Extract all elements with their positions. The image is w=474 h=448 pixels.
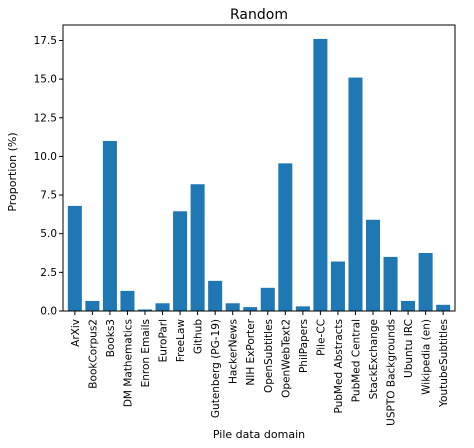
bar-2 — [102, 140, 117, 311]
bar-0 — [67, 205, 82, 311]
bar-18 — [383, 256, 398, 311]
bar-10 — [243, 307, 258, 311]
bar-7 — [190, 184, 205, 311]
bar-11 — [260, 287, 275, 311]
bar-20 — [418, 253, 433, 311]
x-tick-label-18: USPTO Backgrounds — [386, 319, 398, 426]
bar-13 — [295, 306, 310, 311]
y-tick-label-6: 15.0 — [34, 74, 57, 86]
x-tick-label-1: BookCorpus2 — [87, 319, 99, 389]
bar-8 — [208, 280, 223, 311]
bar-3 — [120, 290, 135, 311]
x-tick-label-10: NIH ExPorter — [245, 318, 257, 385]
x-tick-label-16: PubMed Central — [350, 319, 362, 402]
bar-17 — [365, 219, 381, 311]
x-tick-label-14: Pile-CC — [315, 319, 327, 356]
bar-1 — [85, 300, 100, 311]
bar-14 — [313, 38, 328, 311]
y-ticks-group: 0.0 2.5 5.0 7.5 10.0 12.5 15.0 17.5 — [34, 35, 63, 318]
y-tick-label-4: 10.0 — [34, 151, 57, 163]
x-tick-label-12: OpenWebText2 — [280, 319, 292, 398]
x-tick-label-0: ArXiv — [70, 319, 82, 347]
plot-frame — [62, 24, 456, 312]
x-tick-label-11: OpenSubtitles — [263, 319, 275, 393]
bar-9 — [225, 303, 240, 311]
x-tick-label-5: EuroParl — [158, 319, 170, 362]
bar-4 — [137, 309, 153, 311]
y-tick-label-3: 7.5 — [40, 190, 57, 202]
bar-5 — [155, 303, 170, 311]
x-tick-label-3: DM Mathematics — [122, 319, 134, 407]
y-axis-label: Proportion (%) — [6, 132, 19, 211]
x-tick-label-7: Github — [193, 319, 205, 354]
bar-12 — [278, 163, 293, 311]
chart-title: Random — [230, 7, 288, 23]
x-axis-label: Pile data domain — [213, 428, 305, 441]
x-tick-label-13: PhilPapers — [298, 319, 310, 373]
bar-19 — [401, 300, 416, 311]
x-tick-label-6: FreeLaw — [175, 319, 187, 363]
x-tick-label-19: Ubuntu IRC — [403, 319, 415, 378]
x-tick-label-15: PubMed Abstracts — [333, 319, 345, 414]
x-tick-label-20: Wikipedia (en) — [421, 319, 433, 395]
y-tick-label-5: 12.5 — [34, 112, 57, 124]
y-tick-label-0: 0.0 — [40, 306, 57, 318]
bars-group — [67, 38, 451, 311]
y-tick-label-1: 2.5 — [40, 267, 57, 279]
bar-16 — [348, 77, 363, 311]
y-tick-label-2: 5.0 — [40, 228, 57, 240]
y-tick-label-7: 17.5 — [34, 35, 57, 47]
x-tick-label-8: Gutenberg (PG-19) — [210, 319, 222, 418]
x-tick-label-4: Enron Emails — [140, 319, 152, 387]
x-tick-label-17: StackExchange — [368, 319, 380, 399]
x-ticks-group: ArXiv BookCorpus2 Books3 DM Mathematics Enro… — [70, 311, 450, 426]
bar-21 — [436, 304, 451, 311]
bar-15 — [330, 261, 345, 311]
x-tick-label-21: YoutubeSubtitles — [438, 319, 450, 408]
bar-6 — [173, 211, 188, 311]
x-tick-label-9: HackerNews — [228, 319, 240, 384]
x-tick-label-2: Books3 — [105, 319, 117, 357]
